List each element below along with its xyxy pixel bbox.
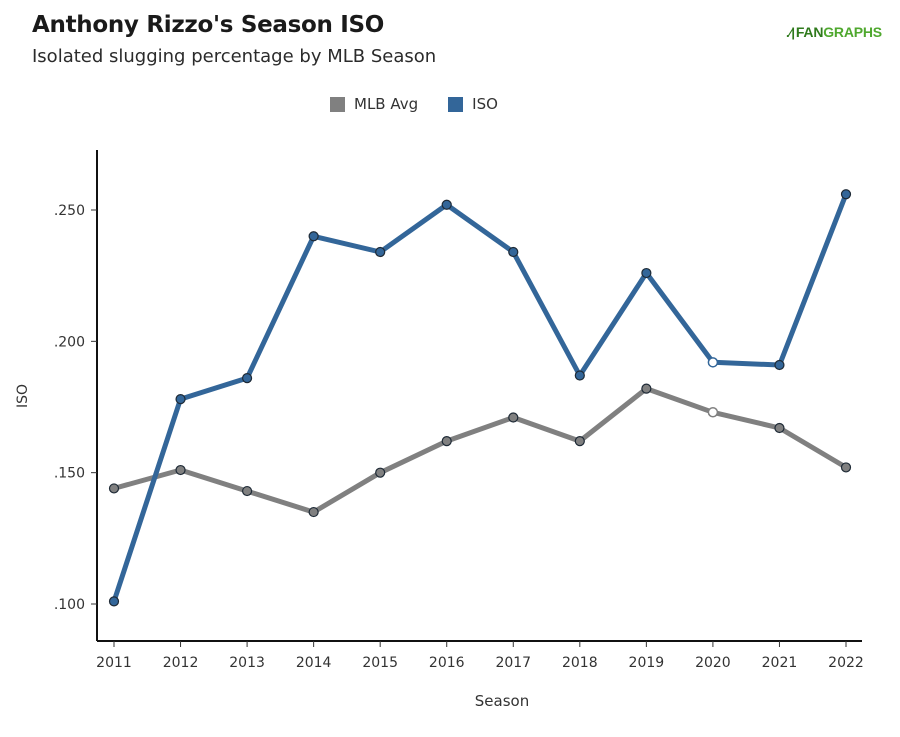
x-tick-label: 2016 — [429, 655, 465, 671]
data-point-mlb-avg — [241, 485, 253, 497]
data-point-iso — [441, 199, 452, 210]
series-line-mlb-avg — [111, 386, 849, 515]
data-point-iso — [108, 596, 120, 607]
y-tick-label: .200 — [54, 334, 85, 350]
data-point-mlb-avg — [175, 464, 186, 476]
logo-text-fan: FAN — [795, 24, 824, 40]
x-tick-label: 2014 — [296, 655, 332, 671]
x-tick-label: 2018 — [562, 655, 598, 671]
data-point-mlb-avg — [774, 422, 785, 434]
x-tick-label: 2022 — [828, 655, 864, 671]
x-tick-label: 2015 — [362, 655, 398, 671]
x-tick-label: 2012 — [163, 655, 199, 671]
series-layer — [108, 189, 852, 607]
data-point-iso — [774, 359, 785, 371]
legend-label-iso: ISO — [472, 95, 498, 113]
legend: MLB Avg ISO — [330, 95, 528, 113]
data-point-iso — [375, 246, 386, 258]
data-point-iso — [175, 394, 186, 405]
y-tick-label: .150 — [54, 466, 85, 482]
fangraphs-logo-icon: .⁄| — [786, 25, 795, 40]
data-point-iso — [308, 231, 319, 242]
x-tick-label: 2020 — [695, 655, 731, 671]
legend-item-iso[interactable]: ISO — [448, 95, 498, 113]
series-line-iso — [111, 191, 849, 604]
y-tick-label: .100 — [54, 597, 85, 613]
legend-item-mlb-avg[interactable]: MLB Avg — [330, 95, 418, 113]
data-point-mlb-avg — [641, 383, 652, 394]
legend-label-mlb-avg: MLB Avg — [354, 95, 419, 113]
data-point-mlb-avg — [441, 436, 452, 447]
data-point-iso — [508, 246, 519, 258]
data-point-mlb-avg — [574, 436, 585, 447]
legend-swatch-iso — [448, 96, 464, 112]
data-point-iso — [241, 373, 253, 384]
x-tick-label: 2019 — [629, 655, 665, 671]
x-axis-label: Season — [475, 692, 529, 710]
chart-subtitle: Isolated slugging percentage by MLB Seas… — [32, 46, 437, 67]
data-point-mlb-avg — [508, 412, 519, 423]
data-point-mlb-avg — [108, 483, 120, 494]
legend-swatch-mlb-avg — [330, 96, 345, 112]
x-tick-label: 2017 — [495, 655, 531, 671]
data-point-iso — [641, 267, 652, 279]
x-tick-label: 2013 — [229, 655, 265, 671]
data-point-iso — [574, 370, 585, 381]
data-point-iso — [840, 189, 852, 200]
axes: .100 .150 .200 .250 2011 2012 2013 2014 2015 2016… — [54, 150, 864, 671]
fangraphs-logo: .⁄|FANGRAPHS — [786, 24, 882, 40]
data-point-iso — [707, 357, 719, 368]
chart-title: Anthony Rizzo's Season ISO — [32, 12, 385, 38]
data-point-mlb-avg — [375, 467, 386, 478]
data-point-mlb-avg — [308, 506, 319, 518]
x-tick-label: 2021 — [762, 655, 798, 671]
logo-text-graphs: GRAPHS — [823, 24, 882, 40]
y-axis-label: ISO — [15, 384, 31, 408]
data-point-mlb-avg — [707, 407, 719, 418]
data-point-mlb-avg — [840, 462, 852, 473]
x-tick-label: 2011 — [96, 655, 132, 671]
y-tick-label: .250 — [54, 203, 85, 219]
